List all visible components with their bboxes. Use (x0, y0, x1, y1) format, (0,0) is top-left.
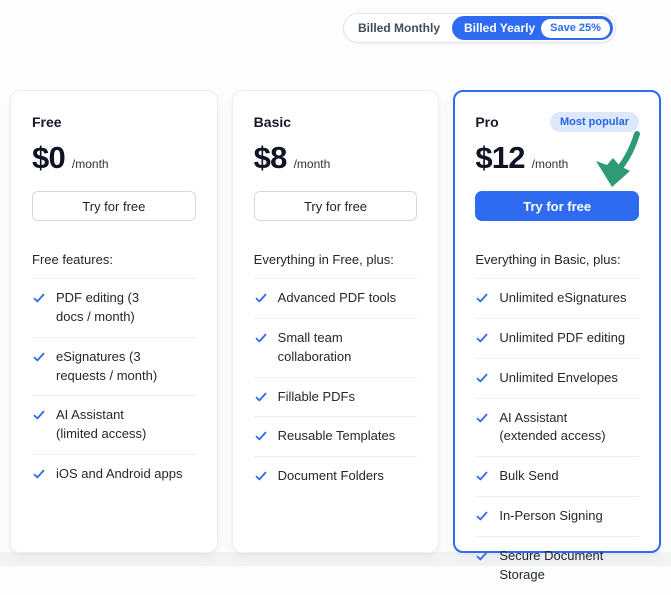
feature-list: PDF editing (3 docs / month) eSignatures… (32, 278, 196, 494)
check-icon (33, 352, 45, 361)
try-for-free-button[interactable]: Try for free (32, 191, 196, 221)
plan-price: $8 (253, 140, 288, 175)
feature-label: Reusable Templates (277, 428, 396, 444)
check-icon (476, 471, 488, 481)
feature-item: In-Person Signing (475, 496, 640, 536)
check-icon (476, 333, 488, 343)
plan-price: $0 (32, 140, 66, 175)
plan-card-pro: Pro Most popular $12 /month Try for free… (453, 90, 662, 582)
feature-item: Bulk Send (475, 456, 640, 496)
plan-card-free: Free $0 /month Try for free Free feature… (10, 90, 218, 553)
feature-item: Unlimited PDF editing (475, 317, 640, 358)
feature-label: AI Assistant (extended access) (499, 409, 606, 444)
plan-period: /month (71, 157, 109, 171)
page-section-divider (0, 552, 671, 566)
most-popular-badge: Most popular (549, 112, 640, 132)
check-icon (476, 511, 488, 521)
try-for-free-button[interactable]: Try for free (475, 191, 640, 221)
billed-monthly-button[interactable]: Billed Monthly (346, 16, 452, 40)
feature-item: PDF editing (3 docs / month) (32, 278, 196, 337)
feature-label: In-Person Signing (499, 508, 603, 524)
features-label: Everything in Basic, plus: (475, 252, 621, 267)
check-icon (255, 293, 267, 303)
feature-item: Secure Document Storage (475, 535, 640, 595)
feature-item: Document Folders (253, 456, 418, 496)
pricing-cards: Free $0 /month Try for free Free feature… (10, 90, 662, 582)
check-icon (255, 471, 267, 481)
check-icon (33, 469, 45, 479)
check-icon (33, 411, 45, 420)
feature-item: Small team collaboration (253, 317, 418, 377)
feature-item: Reusable Templates (253, 416, 418, 456)
billed-yearly-label: Billed Yearly (464, 21, 536, 35)
feature-item: eSignatures (3 requests / month) (32, 336, 196, 396)
feature-label: Unlimited eSignatures (499, 290, 627, 305)
plan-period: /month (293, 157, 331, 171)
feature-list: Unlimited eSignatures Unlimited PDF edit… (475, 278, 640, 595)
feature-label: Unlimited Envelopes (499, 369, 618, 385)
feature-label: Bulk Send (499, 468, 559, 484)
plan-period: /month (531, 157, 569, 171)
try-for-free-button[interactable]: Try for free (253, 191, 418, 221)
plan-card-basic: Basic $8 /month Try for free Everything … (231, 90, 440, 553)
feature-label: Fillable PDFs (277, 388, 355, 404)
feature-label: Small team collaboration (277, 329, 352, 364)
feature-label: Advanced PDF tools (277, 290, 397, 305)
feature-item: AI Assistant (limited access) (32, 395, 196, 454)
check-icon (255, 432, 267, 441)
feature-label: Document Folders (277, 468, 384, 484)
check-icon (255, 333, 267, 343)
check-icon (476, 373, 488, 382)
check-icon (33, 293, 45, 303)
check-icon (476, 551, 488, 561)
plan-name: Free (32, 114, 62, 130)
feature-label: AI Assistant (limited access) (56, 407, 147, 442)
feature-item: Fillable PDFs (253, 376, 418, 417)
feature-label: Unlimited PDF editing (499, 329, 626, 345)
feature-list: Advanced PDF tools Small team collaborat… (253, 278, 418, 496)
plan-price: $12 (475, 140, 525, 175)
billing-toggle: Billed Monthly Billed Yearly Save 25% (343, 13, 616, 43)
feature-item: Unlimited eSignatures (475, 278, 640, 318)
check-icon (476, 293, 488, 303)
feature-item: Advanced PDF tools (253, 278, 418, 318)
plan-name: Pro (475, 114, 499, 130)
billed-yearly-button[interactable]: Billed Yearly Save 25% (452, 16, 613, 40)
save-badge: Save 25% (541, 18, 610, 38)
feature-label: PDF editing (3 docs / month) (56, 290, 140, 324)
feature-label: iOS and Android apps (56, 466, 183, 482)
check-icon (255, 392, 267, 401)
feature-label: eSignatures (3 requests / month) (56, 348, 158, 383)
check-icon (476, 413, 488, 422)
features-label: Free features: (32, 252, 113, 267)
feature-item: AI Assistant (extended access) (475, 397, 640, 457)
plan-name: Basic (253, 114, 292, 130)
features-label: Everything in Free, plus: (253, 252, 394, 267)
feature-item: iOS and Android apps (32, 454, 196, 494)
feature-item: Unlimited Envelopes (475, 357, 640, 398)
